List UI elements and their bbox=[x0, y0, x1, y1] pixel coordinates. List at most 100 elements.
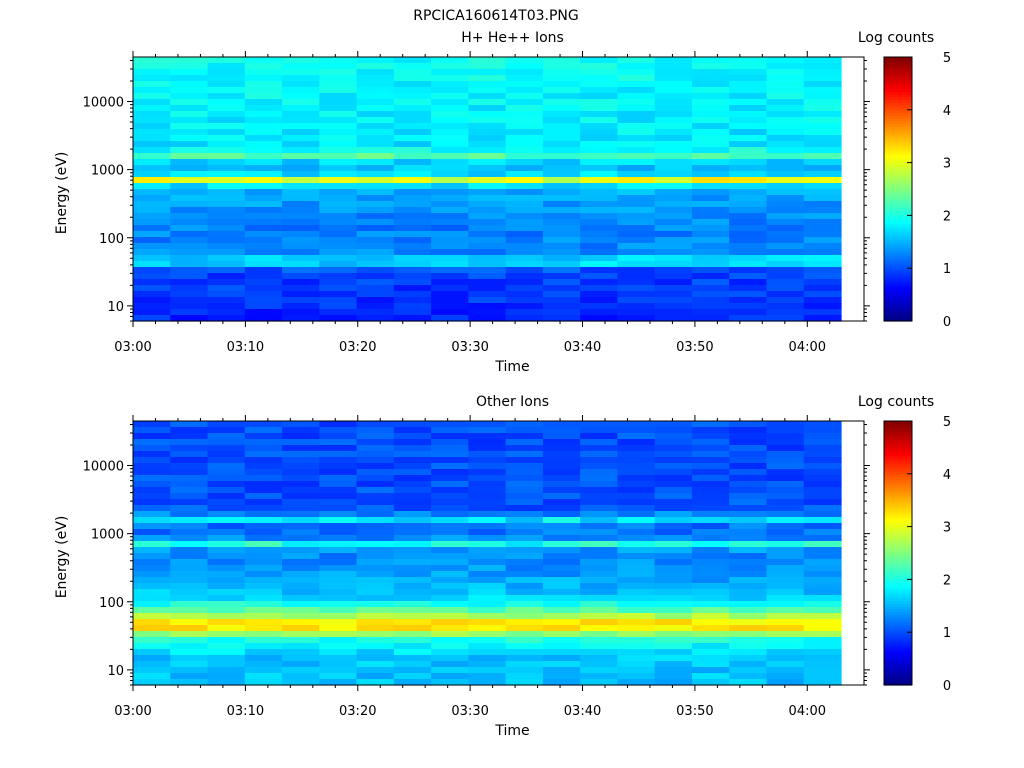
heatmap-cell bbox=[319, 303, 358, 310]
heatmap-cell bbox=[207, 201, 246, 208]
colorbar-swatch bbox=[884, 181, 912, 185]
heatmap-cell bbox=[691, 445, 730, 452]
heatmap-cell bbox=[542, 273, 581, 280]
heatmap-cell bbox=[766, 433, 805, 440]
heatmap-cell bbox=[654, 213, 693, 220]
heatmap-cell bbox=[505, 261, 544, 268]
colorbar-swatch bbox=[884, 579, 912, 583]
heatmap-cell bbox=[133, 445, 171, 452]
heatmap-cell bbox=[170, 189, 209, 196]
heatmap-cell bbox=[691, 439, 730, 446]
heatmap-cell bbox=[803, 255, 842, 262]
heatmap-cell bbox=[542, 231, 581, 238]
heatmap-cell bbox=[691, 69, 730, 76]
heatmap-cell bbox=[505, 523, 544, 530]
heatmap-cell bbox=[654, 637, 693, 644]
heatmap-cell bbox=[170, 451, 209, 458]
heatmap-cell bbox=[319, 565, 358, 572]
colorbar-swatch bbox=[884, 666, 912, 670]
heatmap-cell bbox=[803, 171, 842, 178]
y-tick-label: 10 bbox=[107, 300, 124, 315]
heatmap-cell bbox=[207, 445, 246, 452]
heatmap-cell bbox=[207, 219, 246, 226]
heatmap-cell bbox=[170, 421, 209, 428]
colorbar-swatch bbox=[884, 603, 912, 607]
heatmap-cell bbox=[244, 189, 283, 196]
heatmap-cell bbox=[393, 315, 432, 322]
heatmap-cell bbox=[244, 111, 283, 118]
heatmap-cell bbox=[431, 183, 469, 190]
heatmap-cell bbox=[542, 541, 581, 548]
colorbar-swatch bbox=[884, 99, 912, 103]
heatmap-cell bbox=[282, 141, 320, 148]
heatmap-cell bbox=[244, 595, 283, 602]
heatmap-cell bbox=[468, 75, 507, 82]
heatmap-cell bbox=[580, 505, 619, 512]
heatmap-cell bbox=[282, 445, 320, 452]
colorbar-swatch bbox=[884, 423, 912, 427]
heatmap-cell bbox=[431, 577, 469, 584]
heatmap-cell bbox=[803, 219, 842, 226]
heatmap-cell bbox=[170, 631, 209, 638]
heatmap-cell bbox=[170, 619, 209, 626]
heatmap-cell bbox=[244, 577, 283, 584]
heatmap-cell bbox=[542, 619, 581, 626]
heatmap-cell bbox=[505, 255, 544, 262]
colorbar-swatch bbox=[884, 101, 912, 106]
heatmap-cell bbox=[207, 583, 246, 590]
heatmap-cell bbox=[580, 69, 619, 76]
heatmap-cell bbox=[580, 427, 619, 434]
heatmap-cell bbox=[542, 147, 581, 154]
heatmap-cell bbox=[505, 463, 544, 470]
heatmap-cell bbox=[207, 649, 246, 656]
heatmap-cell bbox=[170, 643, 209, 650]
heatmap-cell bbox=[654, 679, 693, 686]
heatmap-cell bbox=[468, 571, 507, 578]
heatmap-cell bbox=[468, 613, 507, 620]
heatmap-cell bbox=[356, 661, 395, 668]
heatmap-cell bbox=[393, 499, 432, 506]
heatmap-cell bbox=[654, 601, 693, 608]
colorbar-swatch bbox=[884, 107, 912, 111]
colorbar-swatch bbox=[884, 252, 912, 256]
x-tick-label: 03:20 bbox=[339, 340, 376, 355]
heatmap-cell bbox=[729, 153, 768, 160]
heatmap-cell bbox=[356, 553, 395, 560]
heatmap-cell bbox=[282, 285, 320, 292]
heatmap-cell bbox=[356, 559, 395, 566]
heatmap-cell bbox=[729, 601, 768, 608]
heatmap-cell bbox=[729, 81, 768, 88]
heatmap-cell bbox=[244, 553, 283, 560]
heatmap-cell bbox=[133, 679, 171, 686]
heatmap-cell bbox=[505, 451, 544, 458]
heatmap-cell bbox=[654, 171, 693, 178]
heatmap-cell bbox=[170, 553, 209, 560]
heatmap-cell bbox=[580, 201, 619, 208]
heatmap-cell bbox=[617, 315, 656, 322]
heatmap-cell bbox=[393, 565, 432, 572]
heatmap-cell bbox=[468, 637, 507, 644]
heatmap-cell bbox=[766, 267, 805, 274]
colorbar-swatch bbox=[884, 265, 912, 269]
heatmap-cell bbox=[729, 57, 768, 64]
heatmap-cell bbox=[654, 231, 693, 238]
heatmap-cell bbox=[282, 571, 320, 578]
colorbar-tick-label: 5 bbox=[943, 51, 951, 66]
heatmap-cell bbox=[691, 171, 730, 178]
heatmap-cell bbox=[468, 421, 507, 428]
heatmap-cell bbox=[282, 451, 320, 458]
heatmap-cell bbox=[691, 451, 730, 458]
heatmap-cell bbox=[654, 547, 693, 554]
heatmap-cell bbox=[691, 315, 730, 322]
colorbar-swatch bbox=[884, 566, 912, 570]
heatmap-cell bbox=[431, 195, 469, 202]
heatmap-cell bbox=[654, 589, 693, 596]
heatmap-cell bbox=[282, 577, 320, 584]
heatmap-cell bbox=[729, 529, 768, 536]
heatmap-cell bbox=[356, 225, 395, 232]
heatmap-cell bbox=[244, 315, 283, 322]
heatmap-cell bbox=[319, 499, 358, 506]
heatmap-cell bbox=[468, 213, 507, 220]
heatmap-cell bbox=[617, 63, 656, 70]
heatmap-cell bbox=[356, 81, 395, 88]
